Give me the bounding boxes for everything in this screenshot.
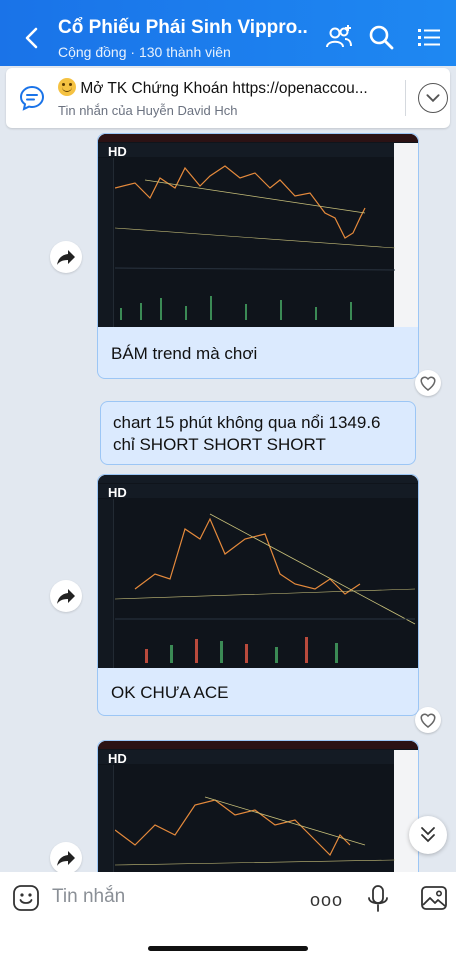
share-arrow-icon[interactable] bbox=[50, 580, 82, 612]
message-caption: OK CHƯA ACE bbox=[111, 683, 229, 702]
chart-toolbar bbox=[98, 484, 418, 498]
pinned-title: Mở TK Chứng Khoán https://openaccou... bbox=[80, 80, 368, 97]
chart-screenshot[interactable]: HD bbox=[98, 134, 418, 327]
image-message[interactable]: HD BÁM trend mà chơi bbox=[97, 133, 441, 396]
divider bbox=[405, 80, 406, 116]
scroll-down-button[interactable] bbox=[409, 816, 447, 854]
drawing-tools bbox=[98, 765, 114, 881]
chart-screenshot[interactable]: HD bbox=[98, 741, 418, 881]
share-arrow-icon[interactable] bbox=[50, 241, 82, 273]
order-panel bbox=[394, 750, 418, 881]
price-ticker-bar bbox=[98, 741, 418, 749]
chart-label: HD bbox=[108, 144, 127, 159]
message-caption: BÁM trend mà chơi bbox=[111, 344, 258, 363]
pinned-sender: Tin nhắn của Huyễn David Hch bbox=[58, 103, 238, 118]
group-subtitle: Cộng đồng · 130 thành viên bbox=[58, 44, 231, 60]
price-ticker-bar bbox=[98, 134, 418, 142]
price-chart bbox=[115, 513, 416, 663]
menu-list-icon[interactable] bbox=[414, 22, 444, 52]
message-input-bar: Tin nhắn ooo bbox=[0, 872, 456, 960]
chart-label: HD bbox=[108, 751, 127, 766]
drawing-tools bbox=[98, 158, 114, 327]
heart-icon[interactable] bbox=[415, 707, 441, 733]
price-chart bbox=[115, 796, 395, 866]
chat-bubble-icon bbox=[19, 85, 45, 111]
price-chart bbox=[115, 165, 395, 320]
group-title: Cổ Phiếu Phái Sinh Vippro... bbox=[58, 17, 308, 38]
search-icon[interactable] bbox=[366, 22, 396, 52]
drawing-tools bbox=[98, 499, 114, 668]
chart-toolbar bbox=[98, 143, 418, 157]
microphone-icon[interactable] bbox=[364, 884, 392, 914]
back-arrow-icon[interactable] bbox=[18, 24, 46, 52]
group-info[interactable]: Cổ Phiếu Phái Sinh Vippro... Cộng đồng ·… bbox=[58, 17, 308, 60]
image-message[interactable]: HD bbox=[97, 740, 419, 881]
image-picker-icon[interactable] bbox=[420, 884, 448, 912]
share-arrow-icon[interactable] bbox=[50, 842, 82, 874]
chat-header: Cổ Phiếu Phái Sinh Vippro... Cộng đồng ·… bbox=[0, 0, 456, 66]
chart-toolbar bbox=[98, 750, 418, 764]
image-message[interactable]: HD OK CHƯA ACE bbox=[97, 474, 441, 733]
emoji-icon[interactable] bbox=[12, 884, 40, 912]
chevron-down-icon[interactable] bbox=[418, 83, 448, 113]
text-message[interactable]: chart 15 phút không qua nổi 1349.6 chỉ S… bbox=[100, 401, 416, 465]
heart-icon[interactable] bbox=[415, 370, 441, 396]
chart-window-bar bbox=[98, 475, 418, 483]
smile-emoji-icon bbox=[58, 78, 76, 96]
chart-label: HD bbox=[108, 485, 127, 500]
message-input[interactable]: Tin nhắn bbox=[52, 886, 126, 907]
pinned-message[interactable]: Mở TK Chứng Khoán https://openaccou... T… bbox=[6, 68, 450, 128]
home-indicator bbox=[148, 946, 308, 951]
members-add-icon[interactable] bbox=[324, 22, 354, 52]
more-options-icon[interactable]: ooo bbox=[310, 890, 344, 910]
order-panel bbox=[394, 143, 418, 327]
chart-screenshot[interactable]: HD bbox=[98, 475, 418, 668]
